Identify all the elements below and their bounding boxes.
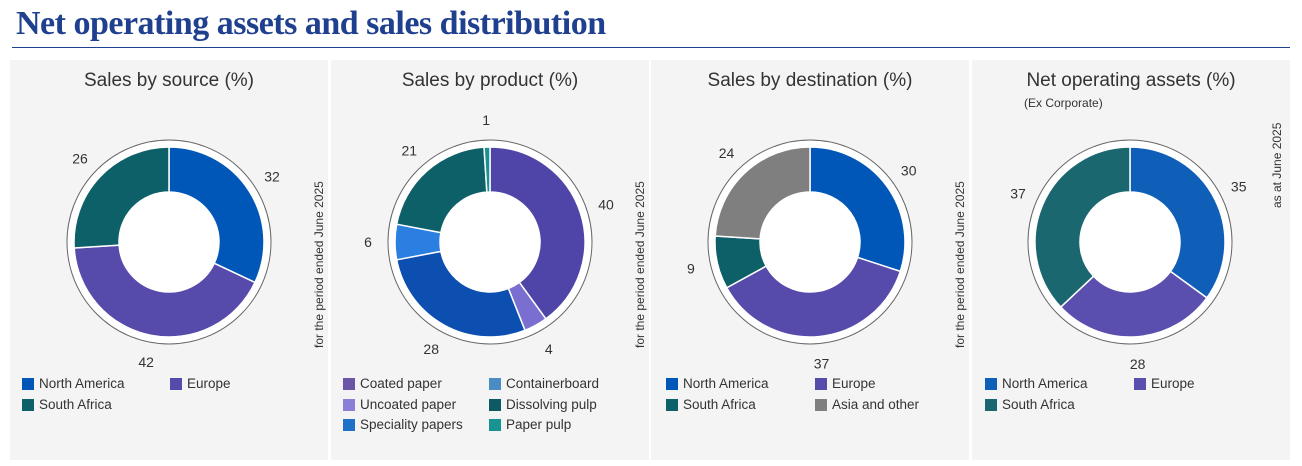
- donut-slice-north-america: [168, 146, 265, 284]
- donut-chart-sales-by-source: 32 42 26: [66, 139, 280, 370]
- legend-swatch: [985, 398, 997, 411]
- legend-item-north-america: North America: [666, 376, 769, 391]
- donut-slice-europe: [73, 244, 256, 338]
- legend-swatch: [489, 398, 501, 411]
- legend-item-uncoated-paper: Uncoated paper: [343, 397, 456, 412]
- period-note: for the period ended June 2025: [312, 181, 326, 348]
- legend-item-north-america: North America: [22, 376, 125, 391]
- legend-label: Containerboard: [506, 376, 600, 391]
- donut-slice-north-america: [809, 146, 906, 273]
- donut-hole: [1081, 193, 1179, 291]
- donut-slice-europe: [725, 256, 902, 338]
- legend-label: Asia and other: [832, 397, 920, 412]
- legend-label: South Africa: [39, 397, 112, 412]
- donut-slice-paper-pulp: [483, 146, 491, 193]
- legend-swatch: [22, 377, 34, 390]
- legend-item-north-america: North America: [985, 376, 1088, 391]
- page-title: Net operating assets and sales distribut…: [16, 5, 606, 42]
- legend-item-containerboard: Containerboard: [489, 376, 599, 391]
- period-note: for the period ended June 2025: [953, 181, 967, 348]
- donut-chart-sales-by-product: 40 4 28 6 21 1: [364, 112, 614, 357]
- legend-item-europe: Europe: [170, 376, 231, 391]
- donut-slice-coated-paper: [489, 146, 586, 320]
- period-note: as at June 2025: [1270, 122, 1284, 208]
- legend-swatch: [1134, 377, 1146, 390]
- legend-item-south-africa: South Africa: [22, 397, 112, 412]
- data-label-europe: 28: [1130, 356, 1146, 370]
- panel-sales-by-product: Sales by product (%) 40 4 28 6 21 1 for the p…: [331, 60, 649, 460]
- data-label-coated-paper: 40: [598, 196, 614, 212]
- data-label-south-africa: 37: [1010, 186, 1026, 202]
- legend-swatch: [985, 377, 997, 390]
- donut-hole: [441, 193, 539, 291]
- data-label-speciality-papers: 6: [364, 234, 372, 250]
- legend-swatch: [666, 398, 678, 411]
- legend-item-europe: Europe: [815, 376, 876, 391]
- legend-item-asia-and-other: Asia and other: [815, 397, 919, 412]
- donut-slice-south-africa: [1034, 146, 1131, 309]
- data-label-south-africa: 9: [687, 261, 695, 277]
- donut-hole: [120, 193, 218, 291]
- data-label-dissolving-pulp: 21: [402, 142, 418, 158]
- panel-subtitle: (Ex Corporate): [1024, 96, 1103, 110]
- panel-net-operating-assets: Net operating assets (%) (Ex Corporate) …: [972, 60, 1290, 460]
- data-label-north-america: 35: [1231, 179, 1247, 195]
- panel-title: Sales by source (%): [83, 70, 254, 91]
- legend-label: Paper pulp: [506, 417, 572, 432]
- legend-label: Speciality papers: [360, 417, 463, 432]
- panel-title: Net operating assets (%): [1026, 70, 1236, 91]
- data-label-north-america: 30: [901, 162, 917, 178]
- data-label-containerboard: 28: [423, 341, 439, 357]
- donut-hole: [761, 193, 859, 291]
- legend-label: Europe: [1151, 376, 1195, 391]
- legend-item-speciality-papers: Speciality papers: [343, 417, 463, 432]
- legend-label: North America: [1002, 376, 1088, 391]
- donut-slice-containerboard: [395, 250, 526, 338]
- legend-label: Europe: [187, 376, 231, 391]
- legend-swatch: [489, 377, 501, 390]
- legend-label: Dissolving pulp: [506, 397, 597, 412]
- legend-item-south-africa: South Africa: [666, 397, 756, 412]
- data-label-paper-pulp: 1: [482, 112, 490, 128]
- legend-label: South Africa: [683, 397, 756, 412]
- legend-item-paper-pulp: Paper pulp: [489, 417, 571, 432]
- legend-swatch: [815, 377, 827, 390]
- panel-sales-by-destination: Sales by destination (%) 30 37 9 24 for the…: [651, 60, 969, 460]
- title-rule: [12, 47, 1290, 48]
- donut-slice-south-africa: [73, 146, 170, 249]
- legend-label: North America: [39, 376, 125, 391]
- donut-slice-north-america: [1129, 146, 1226, 299]
- donut-chart-net-operating-assets: 35 28 37: [1010, 139, 1247, 370]
- panel-title: Sales by destination (%): [707, 70, 913, 91]
- legend-swatch: [489, 418, 501, 431]
- data-label-uncoated-paper: 4: [545, 341, 553, 357]
- legend-item-europe: Europe: [1134, 376, 1195, 391]
- data-label-south-africa: 26: [72, 150, 88, 166]
- data-label-europe: 42: [138, 354, 154, 370]
- legend-label: Europe: [832, 376, 876, 391]
- legend-swatch: [22, 398, 34, 411]
- legend-item-south-africa: South Africa: [985, 397, 1075, 412]
- donut-slice-europe: [1059, 270, 1208, 338]
- legend-swatch: [343, 418, 355, 431]
- legend-swatch: [666, 377, 678, 390]
- legend-swatch: [343, 398, 355, 411]
- period-note: for the period ended June 2025: [633, 181, 647, 348]
- data-label-asia-and-other: 24: [719, 145, 735, 161]
- donut-chart-sales-by-destination: 30 37 9 24: [687, 139, 917, 370]
- legend-label: Coated paper: [360, 376, 442, 391]
- legend-item-coated-paper: Coated paper: [343, 376, 442, 391]
- panel-title: Sales by product (%): [401, 70, 579, 91]
- legend-swatch: [343, 377, 355, 390]
- legend-label: North America: [683, 376, 769, 391]
- data-label-north-america: 32: [264, 169, 280, 185]
- legend-label: South Africa: [1002, 397, 1075, 412]
- legend-item-dissolving-pulp: Dissolving pulp: [489, 397, 597, 412]
- donut-slice-asia-and-other: [714, 146, 811, 240]
- legend-swatch: [170, 377, 182, 390]
- legend-swatch: [815, 398, 827, 411]
- panel-sales-by-source: Sales by source (%) 32 42 26 for the perio…: [10, 60, 328, 460]
- data-label-europe: 37: [814, 355, 830, 370]
- legend-label: Uncoated paper: [360, 397, 457, 412]
